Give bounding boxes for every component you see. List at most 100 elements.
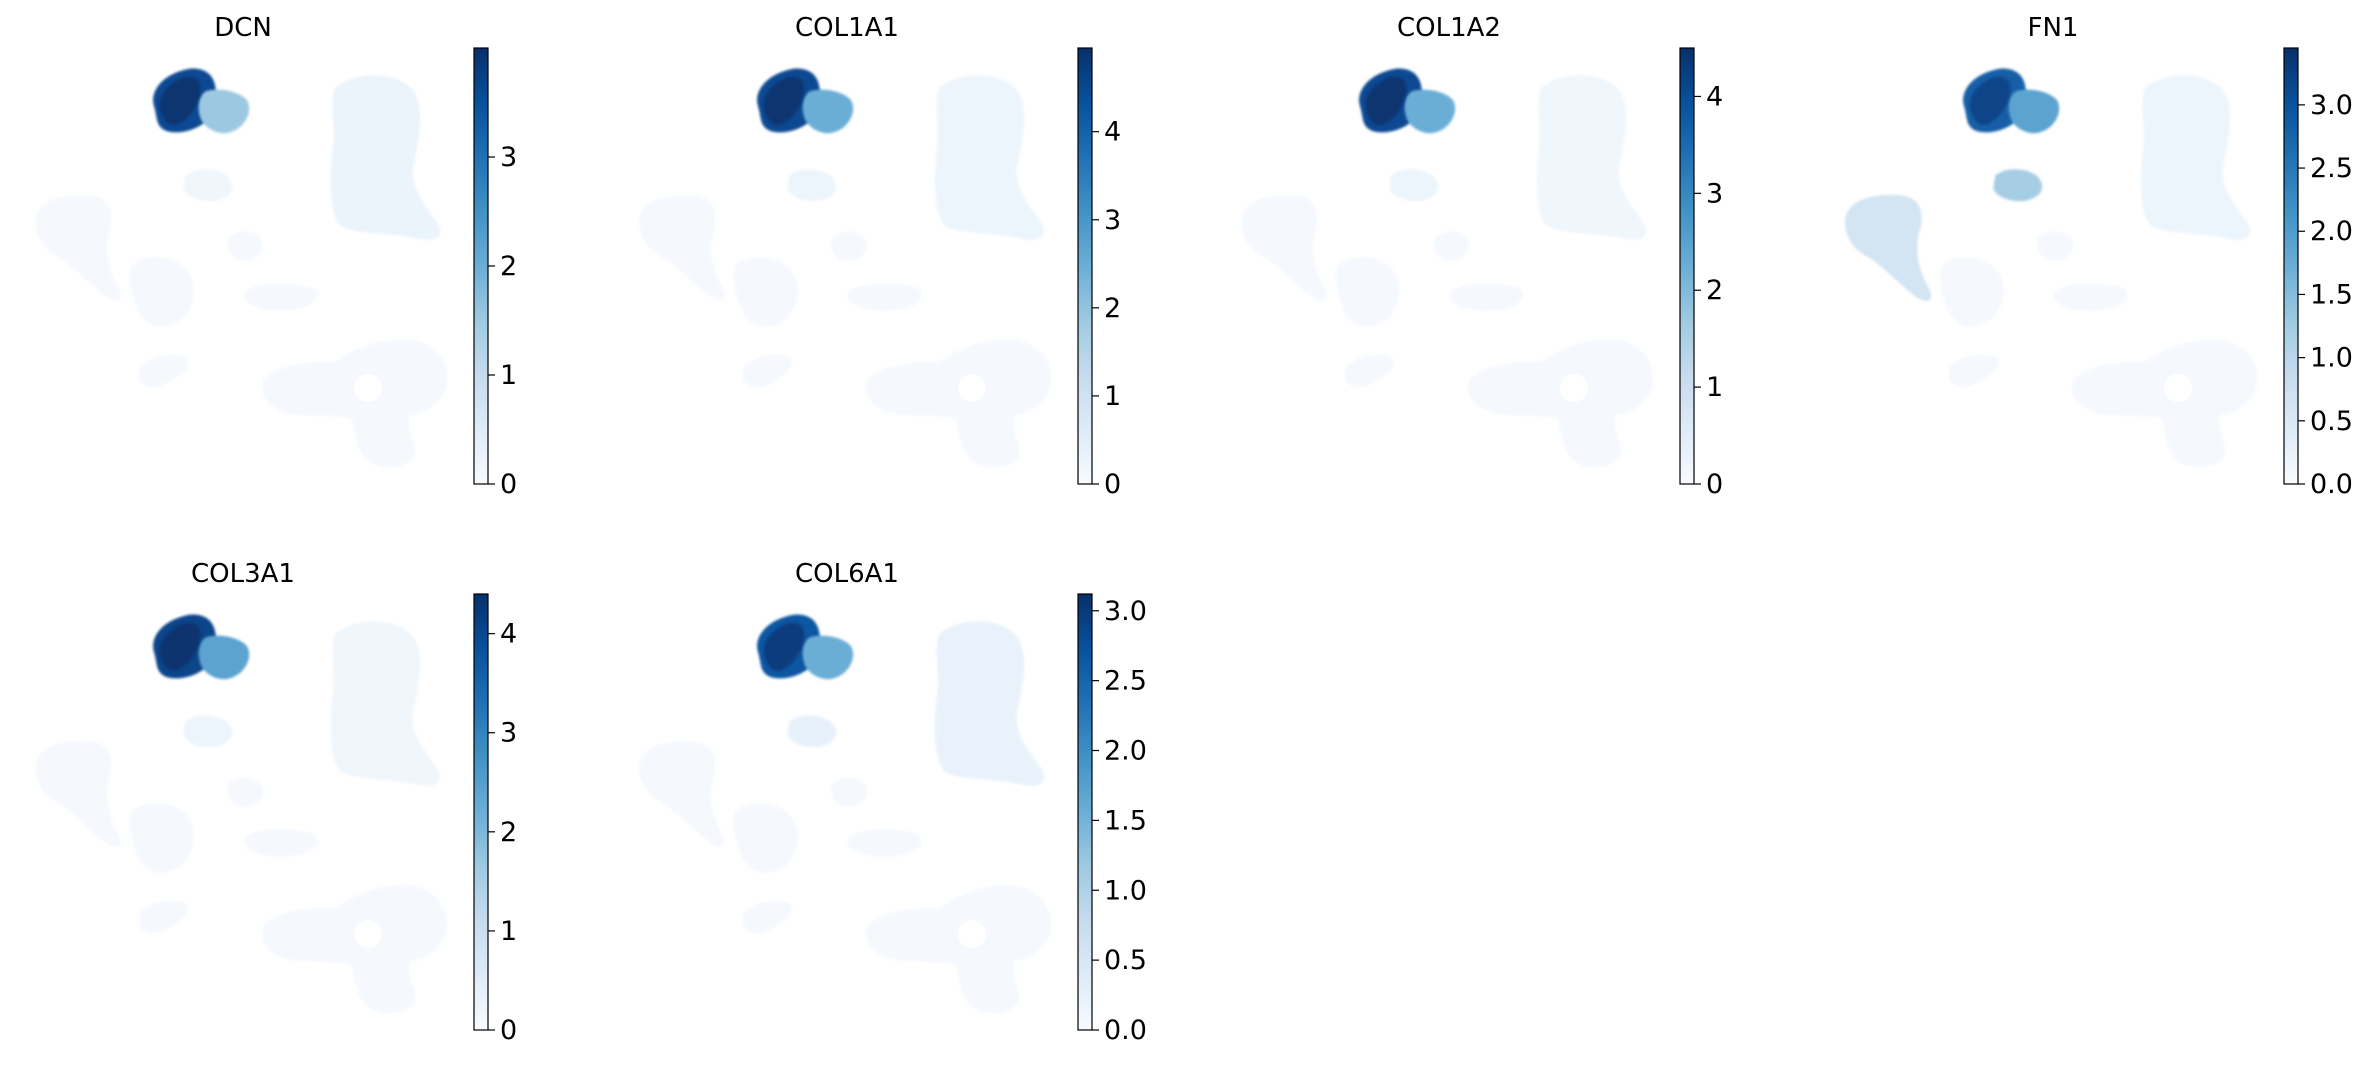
cluster-small-left: [138, 900, 189, 934]
colorbar-tick-label: 0.5: [1104, 945, 1147, 976]
cluster-small-mid: [2037, 231, 2074, 262]
cluster-left-mid: [35, 740, 122, 847]
colorbar-tick-label: 1: [500, 360, 517, 391]
cluster-right-large: [934, 621, 1045, 786]
panels-layer: DCN 0 1 2 3 COL1A1 0 1 2 3 4 COL1A2 0 1 2 3 4 FN1 0.0 0.5 1.…: [35, 13, 2353, 1046]
cluster-left-mid: [1241, 194, 1328, 301]
colorbar-tick-label: 0: [1104, 469, 1121, 500]
umap-embedding: [35, 614, 448, 1014]
cluster-fibroblast-core: [763, 622, 805, 671]
colorbar-tick-label: 4: [1706, 81, 1723, 112]
cluster-left-center: [1335, 257, 1400, 327]
cluster-bottom-right: [1468, 339, 1654, 468]
cluster-small-left: [1948, 354, 1999, 388]
cluster-small-mid: [831, 777, 868, 808]
colorbar-tick-label: 1: [1104, 381, 1121, 412]
cluster-small-mid2: [847, 282, 922, 311]
umap-embedding: [1845, 68, 2258, 468]
colorbar-tick-label: 3.0: [1104, 596, 1147, 627]
panel-title: COL3A1: [191, 559, 295, 589]
cluster-left-center: [129, 803, 194, 873]
colorbar-tick-label: 0.5: [2310, 406, 2353, 437]
colorbar: 0.0 0.5 1.0 1.5 2.0 2.5 3.0: [2283, 47, 2353, 500]
umap-embedding: [35, 68, 448, 468]
colorbar-tick-label: 0.0: [2310, 469, 2353, 500]
panel-title: COL1A2: [1397, 13, 1501, 43]
colorbar-tick-label: 0.0: [1104, 1015, 1147, 1046]
colorbar-gradient: [1679, 47, 1695, 485]
colorbar-tick-label: 3: [500, 142, 517, 173]
colorbar-gradient: [2283, 47, 2299, 485]
panel-col1a2: COL1A2 0 1 2 3 4: [1241, 13, 1723, 500]
cluster-left-mid: [639, 740, 726, 847]
colorbar-tick-label: 1: [1706, 372, 1723, 403]
cluster-right-large: [2140, 75, 2251, 240]
colorbar: 0 1 2 3 4: [473, 593, 517, 1046]
colorbar-gradient: [473, 47, 489, 485]
panel-col3a1: COL3A1 0 1 2 3 4: [35, 559, 517, 1046]
panel-title: COL6A1: [795, 559, 899, 589]
cluster-left-mid: [1845, 194, 1932, 301]
cluster-right-large: [934, 75, 1045, 240]
cluster-small-mid: [831, 231, 868, 262]
cluster-small-mid2: [2053, 282, 2128, 311]
colorbar-tick-label: 2: [500, 251, 517, 282]
colorbar-tick-label: 3: [500, 718, 517, 749]
cluster-small-left: [138, 354, 189, 388]
umap-embedding: [639, 68, 1052, 468]
cluster-right-large: [330, 621, 441, 786]
colorbar-gradient: [1077, 47, 1093, 485]
cluster-left-center: [129, 257, 194, 327]
cluster-hole: [2164, 374, 2192, 402]
panel-col6a1: COL6A1 0.0 0.5 1.0 1.5 2.0 2.5 3.0: [639, 559, 1147, 1046]
cluster-fibroblast-core: [159, 76, 201, 125]
cluster-small-mid2: [847, 828, 922, 857]
colorbar-tick-label: 4: [500, 619, 517, 650]
cluster-small-mid: [227, 777, 264, 808]
panel-title: COL1A1: [795, 13, 899, 43]
colorbar-tick-label: 0: [500, 1015, 517, 1046]
cluster-small-top: [787, 715, 837, 748]
colorbar-tick-label: 3.0: [2310, 90, 2353, 121]
cluster-left-center: [733, 803, 798, 873]
colorbar-tick-label: 2: [500, 817, 517, 848]
cluster-fibroblast-right: [802, 635, 854, 680]
colorbar-tick-label: 1.5: [1104, 805, 1147, 836]
cluster-hole: [1560, 374, 1588, 402]
colorbar-tick-label: 1: [500, 916, 517, 947]
cluster-left-center: [733, 257, 798, 327]
panel-col1a1: COL1A1 0 1 2 3 4: [639, 13, 1121, 500]
cluster-fibroblast-core: [159, 622, 201, 671]
cluster-bottom-right: [866, 339, 1052, 468]
cluster-hole: [958, 920, 986, 948]
colorbar-tick-label: 3: [1104, 205, 1121, 236]
cluster-bottom-right: [262, 885, 448, 1014]
cluster-right-large: [1536, 75, 1647, 240]
cluster-hole: [958, 374, 986, 402]
colorbar: 0 1 2 3 4: [1077, 47, 1121, 500]
cluster-fibroblast-core: [1365, 76, 1407, 125]
colorbar-tick-label: 2.5: [2310, 153, 2353, 184]
cluster-small-mid2: [1449, 282, 1524, 311]
colorbar: 0 1 2 3: [473, 47, 517, 500]
colorbar-gradient: [473, 593, 489, 1031]
panel-title: DCN: [214, 13, 272, 43]
colorbar-tick-label: 0: [1706, 469, 1723, 500]
colorbar-gradient: [1077, 593, 1093, 1031]
cluster-small-top: [183, 169, 233, 202]
colorbar-tick-label: 1.5: [2310, 279, 2353, 310]
colorbar-tick-label: 1.0: [1104, 875, 1147, 906]
panel-dcn: DCN 0 1 2 3: [35, 13, 517, 500]
colorbar-tick-label: 2: [1104, 293, 1121, 324]
colorbar-tick-label: 2.0: [2310, 216, 2353, 247]
cluster-small-mid: [1433, 231, 1470, 262]
cluster-fibroblast-right: [2008, 89, 2060, 134]
cluster-left-mid: [35, 194, 122, 301]
cluster-bottom-right: [2072, 339, 2258, 468]
colorbar-tick-label: 3: [1706, 178, 1723, 209]
colorbar-tick-label: 2.5: [1104, 666, 1147, 697]
colorbar-tick-label: 2.0: [1104, 736, 1147, 767]
colorbar: 0.0 0.5 1.0 1.5 2.0 2.5 3.0: [1077, 593, 1147, 1046]
cluster-left-mid: [639, 194, 726, 301]
